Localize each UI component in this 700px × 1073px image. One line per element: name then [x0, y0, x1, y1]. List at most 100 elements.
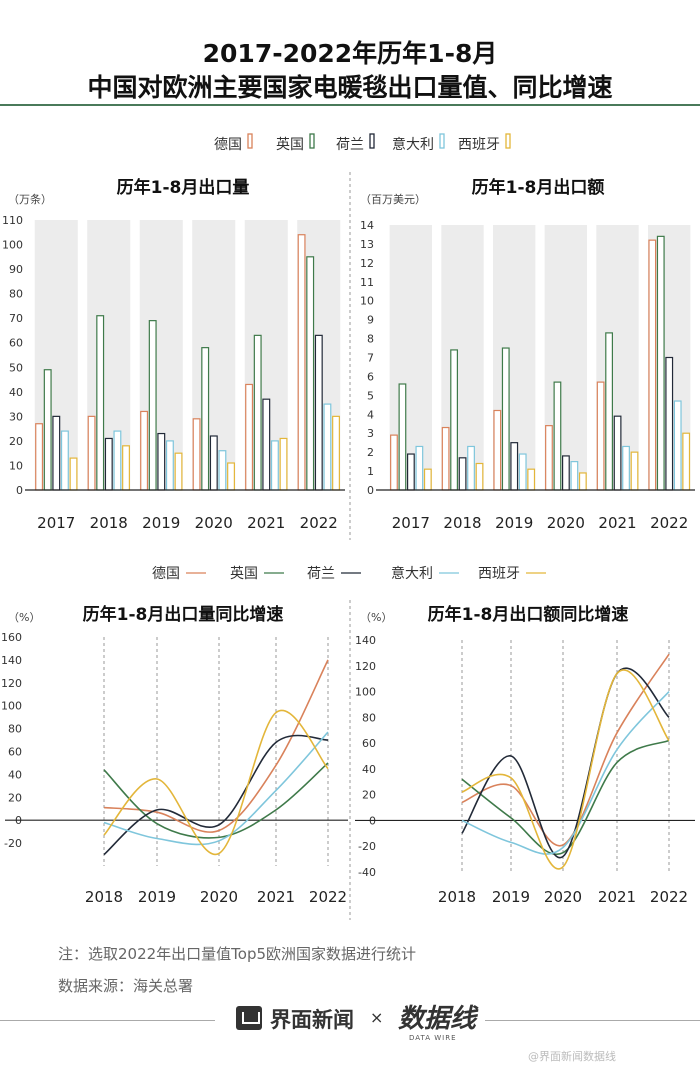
bar-英国-2020 — [201, 347, 210, 491]
bar-英国-2020 — [553, 381, 562, 491]
bar-意大利-2017 — [415, 445, 424, 491]
bar-荷兰-2019 — [510, 442, 519, 491]
y-axis-unit: （%） — [8, 611, 40, 624]
y-tick-label: 4 — [367, 408, 374, 421]
y-tick-label: 1 — [367, 465, 374, 478]
bar-英国-2018 — [96, 315, 105, 491]
bar-德国-2020 — [545, 425, 553, 491]
y-tick-label: 13 — [360, 238, 374, 251]
bar-西班牙-2017 — [69, 457, 78, 491]
y-tick-label: 100 — [2, 239, 23, 252]
bar-德国-2019 — [493, 409, 502, 491]
y-tick-label: 100 — [355, 686, 376, 699]
bar-意大利-2021 — [270, 440, 279, 491]
y-tick-label: 0 — [367, 484, 374, 497]
bar-西班牙-2020 — [227, 462, 235, 491]
y-tick-label: 20 — [8, 791, 22, 804]
y-tick-label: 120 — [1, 677, 22, 690]
y-axis-unit: （%） — [360, 611, 392, 624]
bar-legend-label-1: 英国 — [276, 136, 304, 153]
x-tick-label: 2019 — [138, 888, 176, 906]
bar-德国-2021 — [245, 383, 254, 491]
y-tick-label: 40 — [362, 763, 376, 776]
x-tick-label: 2019 — [492, 888, 530, 906]
y-tick-label: 120 — [355, 660, 376, 673]
bar-德国-2017 — [390, 434, 398, 491]
y-tick-label: 0 — [16, 484, 23, 497]
bar-英国-2021 — [605, 332, 613, 491]
bar-英国-2019 — [501, 347, 510, 491]
line-legend-label-3: 意大利 — [391, 565, 433, 582]
y-tick-label: 110 — [2, 214, 23, 227]
bar-德国-2018 — [441, 426, 450, 491]
title-divider — [0, 104, 700, 106]
bar-legend-swatch — [369, 133, 375, 149]
bar-西班牙-2021 — [279, 437, 288, 491]
x-tick-label: 2020 — [195, 514, 233, 532]
bar-荷兰-2018 — [104, 437, 113, 491]
x-tick-label: 2022 — [650, 888, 688, 906]
x-tick-label: 2022 — [300, 514, 338, 532]
y-tick-label: 14 — [360, 219, 374, 232]
line-series-英国 — [461, 739, 670, 856]
chart-title-line2: 中国对欧洲主要国家电暖毯出口量值、同比增速 — [87, 73, 613, 102]
bar-西班牙-2018 — [475, 462, 484, 491]
bar-意大利-2018 — [467, 445, 475, 491]
line-series-荷兰 — [461, 667, 670, 859]
footer-divider-left — [0, 1020, 215, 1021]
bar-西班牙-2021 — [630, 451, 639, 491]
y-tick-label: 90 — [9, 263, 23, 276]
line-series-英国 — [103, 762, 329, 839]
x-tick-label: 2021 — [598, 888, 636, 906]
y-tick-label: 12 — [360, 257, 374, 270]
bar-西班牙-2022 — [332, 415, 340, 491]
watermark: @界面新闻数据线 — [528, 1050, 616, 1063]
line-series-德国 — [461, 653, 670, 847]
bar-chart-title-1: 历年1-8月出口额 — [472, 177, 605, 198]
bar-荷兰-2022 — [314, 334, 323, 491]
y-tick-label: -20 — [4, 837, 22, 850]
bar-英国-2019 — [148, 320, 157, 491]
y-tick-label: 80 — [9, 288, 23, 301]
x-tick-label: 2018 — [438, 888, 476, 906]
x-tick-label: 2019 — [142, 514, 180, 532]
bar-德国-2022 — [297, 234, 306, 491]
x-tick-label: 2020 — [547, 514, 585, 532]
bar-荷兰-2020 — [561, 455, 570, 491]
x-tick-label: 2018 — [443, 514, 481, 532]
bar-荷兰-2020 — [209, 435, 218, 491]
bar-荷兰-2017 — [406, 453, 415, 491]
y-tick-label: 100 — [1, 700, 22, 713]
line-legend-label-4: 西班牙 — [478, 566, 520, 582]
line-series-荷兰 — [103, 734, 329, 856]
bar-legend-swatch — [439, 133, 445, 149]
bar-德国-2017 — [35, 423, 44, 491]
line-legend-label-2: 荷兰 — [307, 566, 335, 582]
y-tick-label: 11 — [360, 276, 374, 289]
bar-意大利-2020 — [570, 461, 579, 491]
footer-divider-right — [485, 1020, 700, 1021]
y-tick-label: 50 — [9, 361, 23, 374]
y-tick-label: 9 — [367, 314, 374, 327]
bar-chart-title-0: 历年1-8月出口量 — [117, 177, 250, 198]
x-tick-label: 2020 — [544, 888, 582, 906]
y-tick-label: 80 — [362, 711, 376, 724]
y-tick-label: 80 — [8, 723, 22, 736]
x-tick-label: 2021 — [247, 514, 285, 532]
bar-legend-swatch — [505, 133, 511, 149]
line-series-西班牙 — [461, 669, 670, 870]
y-tick-label: 140 — [355, 634, 376, 647]
bar-legend-label-0: 德国 — [214, 137, 242, 153]
bar-荷兰-2019 — [157, 432, 166, 491]
x-tick-label: 2021 — [598, 514, 636, 532]
line-legend-label-0: 德国 — [152, 566, 180, 582]
source-note: 数据来源：海关总署 — [58, 977, 194, 995]
bar-legend-swatch — [309, 133, 315, 149]
y-tick-label: -40 — [358, 866, 376, 879]
bar-legend-label-4: 西班牙 — [458, 137, 500, 153]
bar-意大利-2020 — [218, 450, 227, 491]
bar-德国-2018 — [87, 415, 96, 491]
bar-西班牙-2019 — [527, 468, 536, 491]
x-tick-label: 2021 — [257, 888, 295, 906]
y-tick-label: 60 — [9, 337, 23, 350]
